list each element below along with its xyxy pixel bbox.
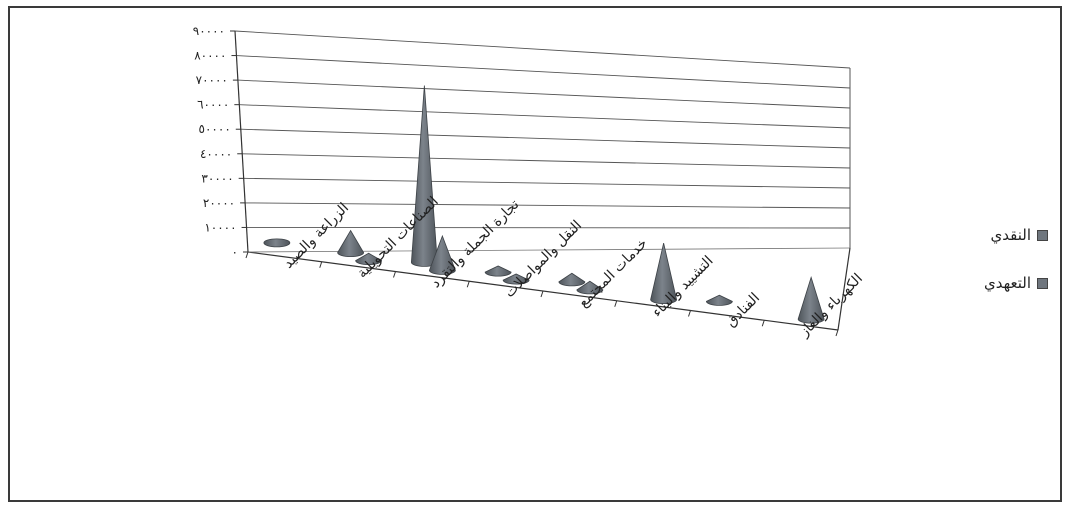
cone-cash-1 bbox=[337, 229, 365, 258]
y-tick-label: ٣٠٠٠٠ bbox=[201, 171, 233, 185]
gridline bbox=[239, 104, 851, 129]
y-tick-label: ٨٠٠٠٠ bbox=[194, 49, 226, 63]
floor-right-edge bbox=[837, 247, 851, 331]
gridline bbox=[245, 202, 851, 209]
gridline bbox=[236, 55, 851, 89]
chart-frame bbox=[8, 6, 1062, 502]
cone-commitment-5 bbox=[650, 243, 678, 305]
y-tick-label: ٧٠٠٠٠ bbox=[196, 73, 228, 87]
x-tick bbox=[393, 271, 396, 278]
x-tick bbox=[761, 320, 765, 327]
legend-item-commitment: التعهدي bbox=[948, 270, 1048, 296]
cone-cash-6 bbox=[705, 294, 733, 306]
cone-cash-3 bbox=[484, 265, 512, 277]
y-tick-label: ٤٠٠٠٠ bbox=[200, 147, 232, 161]
gridline bbox=[242, 153, 851, 169]
x-tick bbox=[835, 329, 839, 337]
category-label: النقل والمواصلات bbox=[502, 217, 585, 300]
y-tick-label: ٩٠٠٠٠ bbox=[193, 24, 225, 38]
cone-commitment-4 bbox=[576, 280, 604, 295]
x-tick bbox=[688, 310, 691, 317]
x-tick bbox=[466, 281, 470, 288]
legend-label: النقدي bbox=[990, 226, 1031, 244]
y-axis bbox=[234, 30, 249, 253]
y-tick-label: ١٠٠٠٠ bbox=[204, 220, 236, 234]
gridline bbox=[237, 79, 851, 109]
cone-commitment-3 bbox=[502, 273, 530, 285]
x-tick bbox=[614, 300, 618, 307]
y-tick-label: ٢٠٠٠٠ bbox=[203, 196, 235, 210]
y-tick-label: ٥٠٠٠٠ bbox=[199, 122, 231, 136]
legend-label: التعهدي bbox=[983, 274, 1031, 292]
cone-cash-0 bbox=[263, 238, 291, 248]
gridline bbox=[240, 128, 851, 149]
gridline bbox=[234, 30, 851, 69]
x-tick bbox=[245, 251, 249, 259]
y-tick-label: ٠ bbox=[232, 245, 238, 259]
category-label: خدمات المجتمع bbox=[575, 235, 650, 310]
x-tick bbox=[319, 261, 323, 268]
gridline bbox=[246, 226, 851, 229]
cone-cash-2 bbox=[410, 85, 438, 267]
y-tick-label: ٦٠٠٠٠ bbox=[197, 98, 229, 112]
cone-commitment-1 bbox=[355, 252, 383, 266]
legend-swatch-icon bbox=[1037, 277, 1048, 289]
cone-commitment-2 bbox=[428, 234, 456, 275]
legend: النقدي التعهدي bbox=[948, 222, 1048, 318]
x-tick bbox=[540, 290, 544, 298]
cone-cash-4 bbox=[558, 272, 586, 287]
legend-swatch-icon bbox=[1037, 229, 1048, 241]
category-label: الفنادق bbox=[723, 290, 763, 330]
legend-item-cash: النقدي bbox=[948, 222, 1048, 248]
cone-commitment-7 bbox=[797, 276, 825, 324]
gridline bbox=[243, 177, 851, 189]
